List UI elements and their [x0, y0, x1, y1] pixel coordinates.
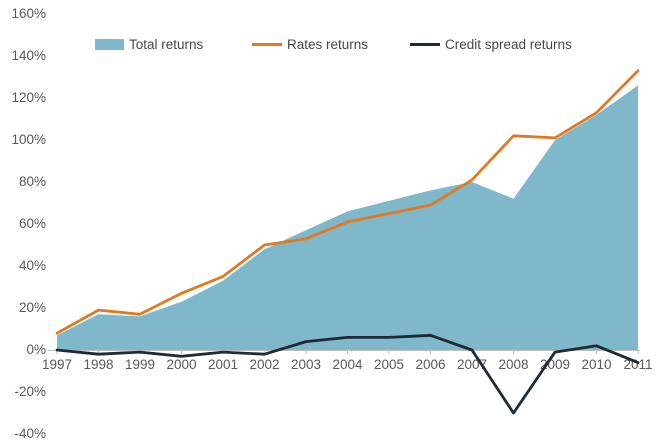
x-axis-label: 2011: [623, 357, 653, 372]
x-axis-label: 1999: [124, 357, 156, 372]
x-axis-label: 2009: [539, 357, 571, 372]
y-axis-label: 80%: [18, 174, 46, 189]
x-axis-label: 2005: [373, 357, 405, 372]
x-axis-label: 2000: [166, 357, 197, 372]
x-axis-label: 1997: [41, 357, 73, 372]
legend-item-total-returns: Total returns: [95, 37, 203, 52]
x-axis-label: 1998: [83, 357, 114, 372]
x-axis-label: 2003: [290, 357, 322, 372]
x-axis-label: 2007: [456, 357, 488, 372]
x-axis-label: 2008: [498, 357, 529, 372]
y-axis-label: 60%: [18, 216, 46, 231]
y-axis-label: -20%: [14, 384, 46, 399]
legend: Total returns Rates returns Credit spread …: [0, 0, 660, 60]
legend-label: Rates returns: [287, 37, 369, 52]
legend-area-swatch-icon: [95, 39, 124, 50]
credit-spread-returns-line: [55, 333, 640, 415]
legend-label: Credit spread returns: [445, 37, 572, 52]
y-axis-label: 20%: [18, 300, 46, 315]
legend-line-swatch-icon: [252, 42, 282, 47]
total-returns-area: [57, 85, 638, 351]
x-axis-label: 2002: [249, 357, 280, 372]
legend-item-rates-returns: Rates returns: [252, 37, 368, 52]
y-axis-label: 140%: [11, 48, 46, 63]
y-axis-label: 100%: [11, 132, 46, 147]
rates-returns-line: [55, 69, 640, 335]
x-axis-label: 2006: [415, 357, 446, 372]
y-axis-label: 120%: [11, 90, 46, 105]
legend-label: Total returns: [129, 37, 204, 52]
legend-item-credit-spread-returns: Credit spread returns: [410, 37, 572, 52]
legend-line-swatch-icon: [410, 42, 440, 47]
x-axis-ticks: [56, 350, 639, 354]
y-axis-label: 40%: [18, 258, 46, 273]
x-axis-label: 2004: [332, 357, 363, 372]
x-axis-label: 2001: [207, 357, 239, 372]
y-axis-label: -40%: [14, 426, 46, 441]
x-axis-label: 2010: [581, 357, 612, 372]
y-axis-label: 160%: [11, 6, 46, 21]
y-axis-label: 0%: [26, 342, 46, 357]
